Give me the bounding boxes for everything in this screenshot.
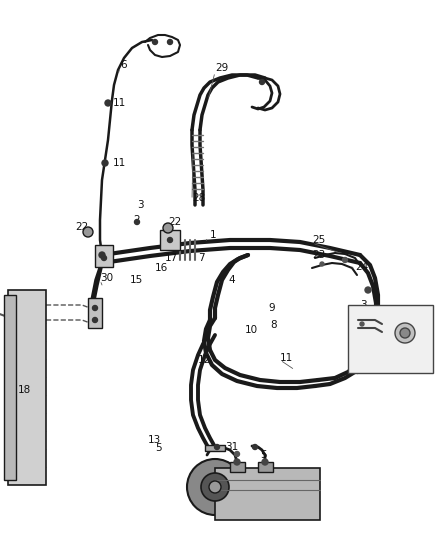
Text: 3: 3 [360,300,367,310]
Bar [88,298,102,328]
Circle shape [92,305,98,311]
Circle shape [343,257,347,262]
Text: 31: 31 [225,442,238,452]
Text: 14: 14 [90,318,103,328]
Circle shape [262,459,268,465]
Circle shape [400,328,410,338]
Circle shape [105,100,111,106]
Text: 5: 5 [89,300,95,310]
Text: 21: 21 [355,315,368,325]
Text: 5: 5 [155,443,162,453]
Text: 1: 1 [210,230,217,240]
Circle shape [371,317,377,323]
Circle shape [365,287,371,293]
Circle shape [134,220,139,224]
Text: 9: 9 [268,303,275,313]
Text: 19: 19 [370,360,383,370]
Text: 22: 22 [75,222,88,232]
Text: 2: 2 [133,215,140,225]
Text: 9: 9 [105,253,112,263]
Circle shape [395,323,415,343]
Circle shape [209,481,221,493]
Text: 22: 22 [168,217,181,227]
Circle shape [83,227,93,237]
Bar [215,468,320,520]
Bar [95,245,113,267]
Text: 11: 11 [113,158,126,168]
Circle shape [252,445,258,449]
Text: 6: 6 [120,60,127,70]
Text: 17: 17 [165,253,178,263]
Circle shape [163,223,173,233]
Bar [4,295,16,480]
Text: 13: 13 [148,435,161,445]
Circle shape [187,459,243,515]
Circle shape [152,39,158,44]
Bar [230,462,245,472]
Circle shape [215,445,219,449]
Text: 11: 11 [280,353,293,363]
Circle shape [99,252,105,258]
Bar [205,445,225,451]
Bar [348,305,433,373]
Text: 11: 11 [113,98,126,108]
Circle shape [234,459,240,465]
Text: 8: 8 [270,320,277,330]
Text: 10: 10 [245,325,258,335]
Bar [8,290,46,485]
Bar [160,230,180,250]
Text: 5: 5 [260,450,267,460]
Text: 30: 30 [100,273,113,283]
Circle shape [234,451,240,456]
Circle shape [360,322,364,326]
Bar [258,462,273,472]
Text: 24: 24 [355,262,368,272]
Circle shape [201,473,229,501]
Circle shape [365,347,371,353]
Circle shape [167,39,173,44]
Text: 16: 16 [155,263,168,273]
Circle shape [102,255,106,261]
Circle shape [259,79,265,85]
Text: 18: 18 [18,385,31,395]
Circle shape [167,238,173,243]
Text: 12: 12 [198,355,211,365]
Circle shape [102,160,108,166]
Circle shape [320,262,324,266]
Text: 28: 28 [192,193,205,203]
Text: 23: 23 [312,250,325,260]
Text: 15: 15 [130,275,143,285]
Text: 25: 25 [312,235,325,245]
Text: 7: 7 [198,253,205,263]
Text: 4: 4 [228,275,235,285]
Text: 29: 29 [215,63,228,73]
Circle shape [92,318,98,322]
Text: 20: 20 [382,330,395,340]
Text: 3: 3 [137,200,144,210]
